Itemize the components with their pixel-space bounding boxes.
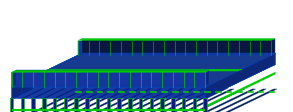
Polygon shape bbox=[96, 99, 99, 112]
Polygon shape bbox=[82, 54, 275, 65]
Polygon shape bbox=[160, 88, 185, 99]
Polygon shape bbox=[139, 99, 142, 112]
Polygon shape bbox=[96, 89, 170, 112]
Polygon shape bbox=[117, 89, 191, 112]
Polygon shape bbox=[42, 89, 116, 112]
Polygon shape bbox=[42, 88, 67, 99]
Polygon shape bbox=[12, 87, 205, 99]
Polygon shape bbox=[21, 88, 45, 99]
Polygon shape bbox=[31, 89, 105, 112]
Polygon shape bbox=[10, 89, 84, 112]
Polygon shape bbox=[193, 89, 266, 112]
Polygon shape bbox=[182, 99, 185, 112]
Polygon shape bbox=[85, 99, 89, 112]
Polygon shape bbox=[96, 88, 120, 99]
Polygon shape bbox=[107, 89, 180, 112]
Polygon shape bbox=[74, 89, 148, 112]
Polygon shape bbox=[139, 89, 213, 112]
Polygon shape bbox=[31, 88, 56, 99]
Polygon shape bbox=[85, 89, 159, 112]
Polygon shape bbox=[160, 99, 164, 112]
Polygon shape bbox=[82, 39, 275, 54]
Polygon shape bbox=[205, 54, 275, 99]
Polygon shape bbox=[203, 88, 228, 99]
Polygon shape bbox=[128, 89, 202, 112]
Polygon shape bbox=[160, 89, 234, 112]
Polygon shape bbox=[53, 99, 57, 112]
Polygon shape bbox=[12, 54, 82, 99]
Polygon shape bbox=[171, 89, 245, 112]
Polygon shape bbox=[12, 54, 275, 87]
Polygon shape bbox=[85, 88, 110, 99]
Polygon shape bbox=[64, 99, 67, 112]
Polygon shape bbox=[150, 89, 224, 112]
Polygon shape bbox=[128, 99, 132, 112]
Polygon shape bbox=[64, 89, 137, 112]
Polygon shape bbox=[117, 99, 121, 112]
Polygon shape bbox=[193, 88, 217, 99]
Polygon shape bbox=[53, 89, 127, 112]
Polygon shape bbox=[107, 88, 131, 99]
Polygon shape bbox=[107, 99, 110, 112]
Polygon shape bbox=[205, 72, 275, 108]
Polygon shape bbox=[42, 99, 46, 112]
Polygon shape bbox=[128, 88, 153, 99]
Polygon shape bbox=[12, 65, 275, 99]
Polygon shape bbox=[21, 89, 95, 112]
Polygon shape bbox=[12, 71, 16, 87]
Polygon shape bbox=[182, 88, 207, 99]
Polygon shape bbox=[171, 99, 175, 112]
Polygon shape bbox=[45, 69, 242, 71]
Polygon shape bbox=[150, 99, 153, 112]
Polygon shape bbox=[16, 71, 209, 85]
Polygon shape bbox=[64, 88, 88, 99]
Polygon shape bbox=[10, 99, 13, 112]
Polygon shape bbox=[78, 41, 271, 56]
Polygon shape bbox=[12, 109, 205, 111]
Polygon shape bbox=[12, 73, 205, 87]
Polygon shape bbox=[193, 99, 196, 112]
Polygon shape bbox=[139, 88, 163, 99]
Polygon shape bbox=[78, 39, 275, 41]
Polygon shape bbox=[203, 99, 207, 112]
Polygon shape bbox=[203, 89, 277, 112]
Polygon shape bbox=[53, 88, 78, 99]
Polygon shape bbox=[21, 99, 24, 112]
Polygon shape bbox=[12, 71, 209, 73]
Polygon shape bbox=[117, 88, 142, 99]
Polygon shape bbox=[150, 88, 174, 99]
Polygon shape bbox=[74, 99, 78, 112]
Polygon shape bbox=[74, 88, 99, 99]
Polygon shape bbox=[10, 88, 35, 99]
Polygon shape bbox=[31, 99, 35, 112]
Polygon shape bbox=[182, 89, 256, 112]
Polygon shape bbox=[171, 88, 196, 99]
